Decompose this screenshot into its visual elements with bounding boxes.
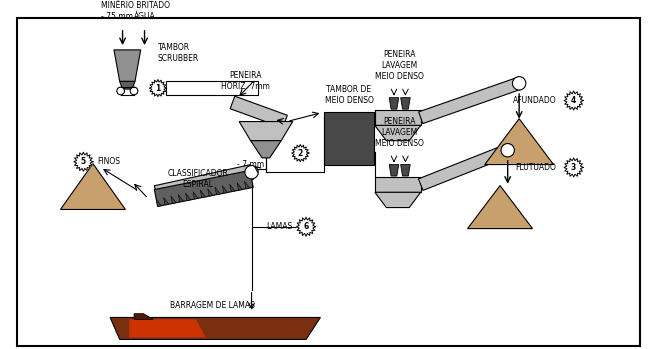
Polygon shape — [164, 198, 169, 205]
Polygon shape — [244, 181, 250, 189]
Polygon shape — [222, 186, 227, 193]
Polygon shape — [166, 81, 258, 95]
Polygon shape — [208, 189, 213, 196]
Polygon shape — [401, 98, 410, 109]
Polygon shape — [237, 183, 242, 190]
Polygon shape — [149, 80, 166, 97]
Polygon shape — [215, 187, 220, 195]
Text: CLASSIFICADOR
ESPIRAL: CLASSIFICADOR ESPIRAL — [168, 169, 229, 190]
Polygon shape — [564, 91, 583, 110]
Polygon shape — [375, 192, 420, 208]
Text: 5: 5 — [81, 157, 86, 166]
Polygon shape — [156, 199, 162, 207]
Text: ÁGUA: ÁGUA — [133, 12, 156, 21]
Polygon shape — [375, 110, 420, 125]
Polygon shape — [292, 144, 309, 162]
Text: FINOS: FINOS — [97, 157, 120, 166]
Text: 3: 3 — [571, 163, 576, 172]
Polygon shape — [74, 152, 93, 171]
Polygon shape — [230, 96, 287, 128]
Text: PENEIRA
LAVAGEM
MEIO DENSO: PENEIRA LAVAGEM MEIO DENSO — [375, 117, 424, 148]
Polygon shape — [114, 50, 141, 81]
Polygon shape — [389, 165, 399, 176]
Polygon shape — [200, 190, 206, 198]
Polygon shape — [296, 217, 315, 236]
Text: 1: 1 — [155, 84, 160, 92]
Polygon shape — [401, 165, 410, 176]
Text: BARRAGEM DE LAMAS: BARRAGEM DE LAMAS — [170, 301, 256, 310]
Polygon shape — [193, 192, 198, 199]
Circle shape — [501, 143, 514, 157]
Polygon shape — [185, 193, 191, 201]
Polygon shape — [120, 81, 135, 89]
Polygon shape — [564, 158, 583, 177]
Polygon shape — [468, 186, 533, 229]
Polygon shape — [324, 112, 374, 165]
Text: PENEIRA
LAVAGEM
MEIO DENSO: PENEIRA LAVAGEM MEIO DENSO — [375, 50, 424, 81]
Polygon shape — [178, 194, 183, 202]
Polygon shape — [230, 184, 235, 192]
Polygon shape — [250, 141, 281, 158]
Polygon shape — [171, 196, 176, 203]
Text: - 7 mm: - 7 mm — [237, 160, 264, 169]
Polygon shape — [129, 319, 206, 337]
Circle shape — [245, 165, 258, 179]
Polygon shape — [60, 164, 125, 209]
Circle shape — [130, 87, 138, 95]
Polygon shape — [134, 314, 153, 319]
Text: LAMAS: LAMAS — [266, 222, 292, 231]
Polygon shape — [485, 119, 554, 165]
Polygon shape — [110, 318, 321, 340]
Polygon shape — [375, 125, 420, 141]
Text: MINÉRIO BRITADO
- 75 mm: MINÉRIO BRITADO - 75 mm — [101, 1, 170, 21]
Text: TAMBOR DE
MEIO DENSO: TAMBOR DE MEIO DENSO — [325, 85, 373, 105]
Text: 4: 4 — [571, 96, 576, 105]
Polygon shape — [419, 77, 521, 124]
Polygon shape — [154, 170, 253, 207]
Text: TAMBOR
SCRUBBER: TAMBOR SCRUBBER — [158, 43, 199, 63]
Text: FLUTUADO: FLUTUADO — [516, 163, 556, 172]
Polygon shape — [154, 165, 253, 201]
Text: AFUNDADO: AFUNDADO — [513, 96, 556, 105]
Text: 2: 2 — [298, 149, 303, 158]
Text: 6: 6 — [304, 222, 309, 231]
Polygon shape — [389, 98, 399, 109]
Polygon shape — [375, 177, 420, 192]
Polygon shape — [419, 144, 510, 191]
Text: PENEIRA
HORIZ. 7mm: PENEIRA HORIZ. 7mm — [221, 71, 270, 91]
Circle shape — [512, 77, 526, 90]
Polygon shape — [239, 121, 292, 141]
Circle shape — [117, 87, 124, 95]
